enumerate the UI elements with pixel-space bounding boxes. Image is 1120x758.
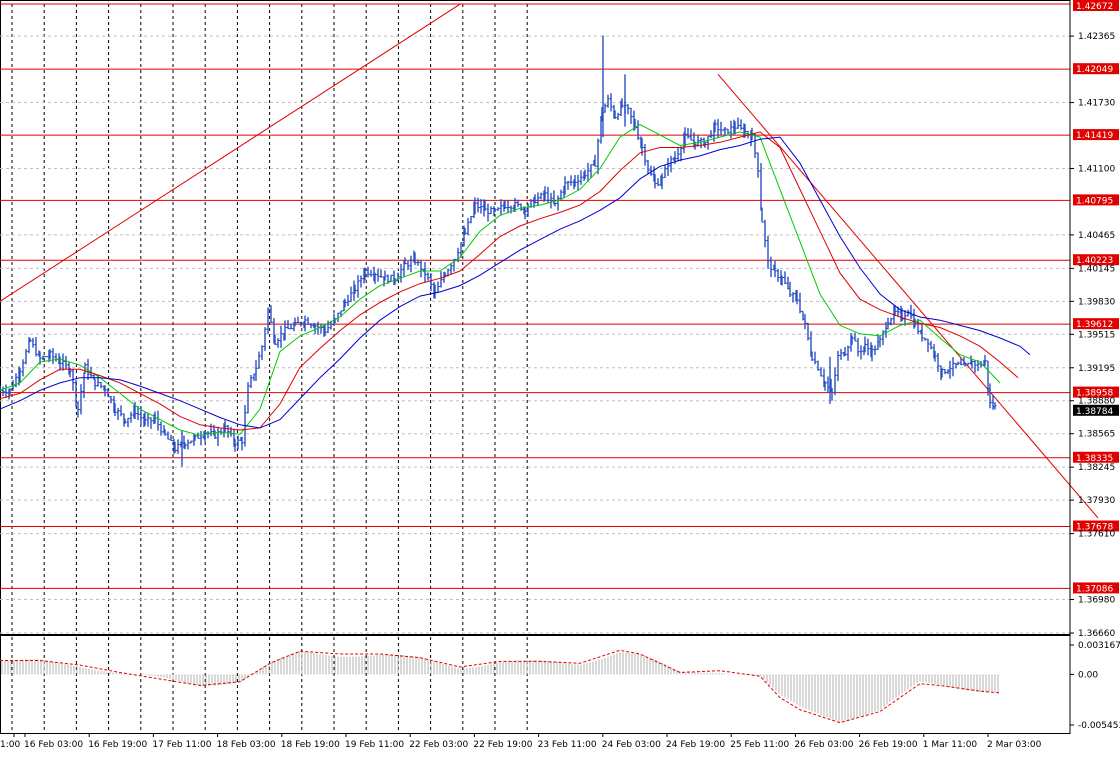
grid-lines: [0, 4, 1070, 733]
level-label: 1.37086: [1076, 584, 1113, 594]
current-price-label: 1.38784: [1076, 407, 1113, 417]
time-tick-label: 23 Feb 11:00: [538, 740, 597, 750]
indicator-tick-label: -0.005453: [1078, 721, 1120, 731]
time-tick-label: 19 Feb 11:00: [345, 740, 404, 750]
level-label: 1.42672: [1076, 2, 1113, 12]
time-tick-label: 22 Feb 03:00: [409, 740, 468, 750]
time-tick-label: 24 Feb 03:00: [602, 740, 661, 750]
time-tick-label: 24 Feb 19:00: [666, 740, 725, 750]
moving-average-line: [0, 131, 1019, 431]
price-tick-label: 1.38245: [1078, 463, 1115, 473]
trendline: [717, 73, 1099, 519]
price-tick-label: 1.41100: [1078, 164, 1115, 174]
price-tick-label: 1.36980: [1078, 596, 1115, 606]
time-tick-label: 18 Feb 03:00: [217, 740, 276, 750]
price-axis: [1069, 0, 1119, 733]
time-tick-label: 1 Mar 11:00: [923, 740, 978, 750]
moving-average-line: [0, 123, 1001, 436]
price-tick-label: 1.39195: [1078, 364, 1115, 374]
level-label: 1.42049: [1076, 65, 1113, 75]
level-label: 1.39612: [1076, 320, 1113, 330]
price-tick-label: 1.39830: [1078, 297, 1115, 307]
time-tick-label: 17 Feb 11:00: [152, 740, 211, 750]
level-label-box: [1073, 520, 1119, 532]
level-label-box: [1073, 582, 1119, 594]
level-label-box: [1073, 129, 1119, 141]
level-label: 1.41419: [1076, 131, 1113, 141]
level-label-box: [1073, 254, 1119, 266]
indicator-tick-label: 0.003167: [1078, 641, 1120, 651]
level-label-box: [1073, 0, 1119, 11]
indicator-plot-frame: [0, 635, 1071, 734]
level-label: 1.38958: [1076, 389, 1113, 399]
price-tick-label: 1.41730: [1078, 99, 1115, 109]
indicator-tick-label: 0.00: [1078, 670, 1098, 680]
time-tick-label: 26 Feb 03:00: [794, 740, 853, 750]
time-tick-label: 25 Feb 11:00: [730, 740, 789, 750]
time-tick-label: 18 Feb 19:00: [281, 740, 340, 750]
price-tick-label: 1.40145: [1078, 264, 1115, 274]
indicator-panel: [0, 644, 1074, 726]
price-tick-label: 1.39515: [1078, 330, 1115, 340]
time-tick-label: 2 Mar 03:00: [987, 740, 1042, 750]
trendline: [0, 3, 461, 302]
level-label: 1.40223: [1076, 256, 1113, 266]
indicator-signal-line: [0, 649, 1001, 724]
price-tick-label: 1.36660: [1078, 629, 1115, 639]
time-tick-label: 16 Feb 03:00: [24, 740, 83, 750]
time-tick-label: 16 Feb 19:00: [88, 740, 147, 750]
price-tick-label: 1.37930: [1078, 496, 1115, 506]
moving-average-line: [0, 136, 1031, 429]
level-label-box: [1073, 386, 1119, 398]
level-label-box: [1073, 451, 1119, 463]
level-label: 1.40795: [1076, 196, 1113, 206]
time-tick-label: 26 Feb 19:00: [859, 740, 918, 750]
level-label: 1.38335: [1076, 454, 1113, 464]
price-tick-label: 1.37610: [1078, 530, 1115, 540]
price-tick-label: 1.42365: [1078, 32, 1115, 42]
time-axis: [13, 733, 989, 737]
time-tick-label: 22 Feb 19:00: [473, 740, 532, 750]
price-tick-label: 1.38880: [1078, 397, 1115, 407]
price-tick-label: 1.40465: [1078, 231, 1115, 241]
main-plot-frame: [0, 0, 1071, 635]
current-price-box: [1073, 404, 1119, 416]
level-label-box: [1073, 194, 1119, 206]
price-bars: [0, 35, 997, 467]
level-label-box: [1073, 318, 1119, 330]
level-label-box: [1073, 63, 1119, 75]
level-label: 1.37678: [1076, 522, 1113, 532]
price-tick-label: 1.38565: [1078, 430, 1115, 440]
time-tick-label: 1:00: [0, 740, 20, 750]
